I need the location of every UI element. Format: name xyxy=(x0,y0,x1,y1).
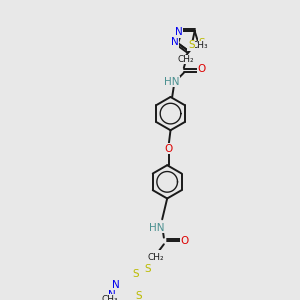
Text: CH₂: CH₂ xyxy=(177,55,194,64)
Text: S: S xyxy=(136,291,142,300)
Text: S: S xyxy=(144,264,151,274)
Text: N: N xyxy=(175,27,182,37)
Text: HN: HN xyxy=(149,223,165,232)
Text: CH₃: CH₃ xyxy=(101,295,118,300)
Text: N: N xyxy=(108,290,116,300)
Text: S: S xyxy=(188,40,195,50)
Text: S: S xyxy=(199,38,205,48)
Text: N: N xyxy=(171,38,178,47)
Text: O: O xyxy=(165,144,173,154)
Text: O: O xyxy=(181,236,189,246)
Text: CH₂: CH₂ xyxy=(147,253,164,262)
Text: CH₃: CH₃ xyxy=(192,41,208,50)
Text: S: S xyxy=(132,269,139,279)
Text: N: N xyxy=(112,280,120,290)
Text: O: O xyxy=(197,64,206,74)
Text: HN: HN xyxy=(164,77,180,87)
